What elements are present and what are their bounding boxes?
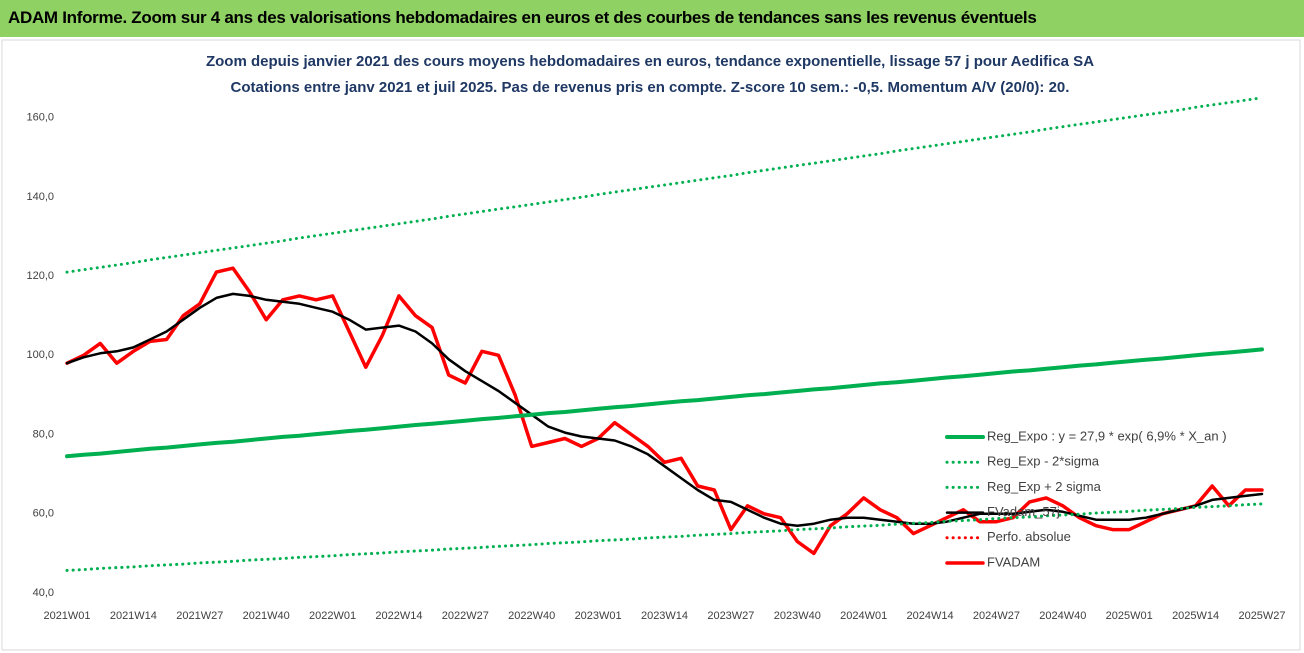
x-tick-label: 2021W14 bbox=[110, 610, 157, 622]
x-tick-label: 2024W27 bbox=[973, 610, 1020, 622]
x-tick-label: 2021W40 bbox=[243, 610, 290, 622]
legend-label: Reg_Exp - 2*sigma bbox=[987, 454, 1100, 469]
x-tick-label: 2022W27 bbox=[442, 610, 489, 622]
x-tick-label: 2022W40 bbox=[508, 610, 555, 622]
x-tick-label: 2023W27 bbox=[707, 610, 754, 622]
y-tick-label: 60,0 bbox=[33, 508, 54, 520]
legend-label: Reg_Expo : y = 27,9 * exp( 6,9% * X_an ) bbox=[987, 428, 1227, 443]
x-tick-label: 2021W01 bbox=[43, 610, 90, 622]
y-tick-label: 80,0 bbox=[33, 428, 54, 440]
legend-label: FVadam_57j bbox=[987, 504, 1060, 519]
chart-frame bbox=[1, 39, 1301, 651]
header-bar: ADAM Informe. Zoom sur 4 ans des valoris… bbox=[0, 0, 1304, 37]
series-line bbox=[65, 266, 1264, 556]
x-tick-label: 2025W14 bbox=[1172, 610, 1219, 622]
x-tick-label: 2023W40 bbox=[774, 610, 821, 622]
series-line bbox=[65, 292, 1264, 527]
y-tick-label: 40,0 bbox=[33, 587, 54, 599]
series-line bbox=[65, 502, 1264, 572]
x-tick-label: 2024W01 bbox=[840, 610, 887, 622]
x-tick-label: 2022W14 bbox=[375, 610, 422, 622]
series-line bbox=[65, 347, 1264, 459]
x-tick-label: 2022W01 bbox=[309, 610, 356, 622]
header-title: ADAM Informe. Zoom sur 4 ans des valoris… bbox=[8, 8, 1037, 27]
legend-label: Reg_Exp + 2 sigma bbox=[987, 479, 1102, 494]
x-tick-label: 2023W01 bbox=[575, 610, 622, 622]
y-tick-label: 100,0 bbox=[26, 349, 54, 361]
chart-subtitle: Cotations entre janv 2021 et juil 2025. … bbox=[231, 79, 1070, 96]
x-tick-label: 2025W01 bbox=[1106, 610, 1153, 622]
x-tick-label: 2025W27 bbox=[1238, 610, 1285, 622]
chart-title: Zoom depuis janvier 2021 des cours moyen… bbox=[206, 53, 1094, 70]
legend-label: FVADAM bbox=[987, 554, 1040, 569]
legend-label: Perfo. absolue bbox=[987, 529, 1071, 544]
y-tick-label: 140,0 bbox=[26, 191, 54, 203]
y-tick-label: 120,0 bbox=[26, 270, 54, 282]
x-tick-label: 2021W27 bbox=[176, 610, 223, 622]
x-tick-label: 2024W40 bbox=[1039, 610, 1086, 622]
series-line bbox=[65, 96, 1264, 274]
x-tick-label: 2023W14 bbox=[641, 610, 688, 622]
y-tick-label: 160,0 bbox=[26, 112, 54, 124]
x-tick-label: 2024W14 bbox=[907, 610, 954, 622]
